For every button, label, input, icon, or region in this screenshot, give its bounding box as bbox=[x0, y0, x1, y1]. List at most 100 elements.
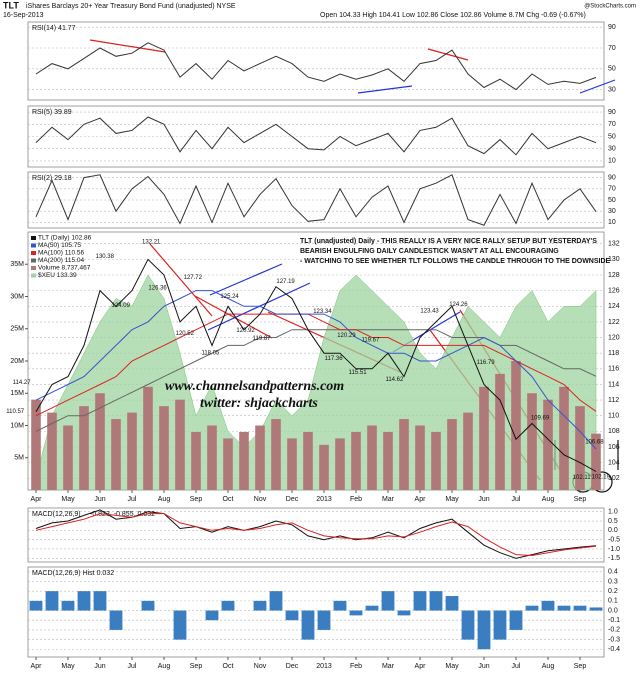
price-label: 118.05 bbox=[201, 350, 220, 356]
trendline bbox=[209, 263, 283, 296]
series-line bbox=[35, 174, 597, 226]
hist-bar bbox=[381, 591, 395, 611]
legend-swatch bbox=[31, 266, 36, 270]
x-tick-label: Sep bbox=[190, 496, 203, 503]
y-tick-label: 0.0 bbox=[608, 607, 618, 614]
y-tick-label: 10 bbox=[608, 219, 616, 226]
y-tick-label: 0.4 bbox=[608, 569, 618, 576]
hist-bar bbox=[317, 610, 331, 630]
panel bbox=[27, 566, 605, 658]
volume-bar bbox=[47, 412, 57, 490]
hist-bar bbox=[349, 610, 363, 616]
volume-bar bbox=[463, 412, 473, 490]
x-tick-label: Aug bbox=[542, 496, 555, 503]
price-label: 102.11 bbox=[573, 475, 592, 481]
volume-bar bbox=[159, 406, 169, 490]
price-label: 127.19 bbox=[276, 279, 295, 285]
price-label: 126.36 bbox=[148, 285, 167, 291]
price-label: 120.52 bbox=[176, 331, 195, 337]
trendline bbox=[194, 295, 273, 339]
x-tick-label: Feb bbox=[350, 496, 362, 503]
volume-bar bbox=[351, 431, 361, 490]
series-line bbox=[35, 329, 597, 432]
trendline bbox=[357, 85, 413, 94]
panel-title: RSI(5) 39.89 bbox=[32, 109, 72, 116]
legend-label: TLT (Daily) 102.86 bbox=[38, 235, 92, 242]
hist-bar bbox=[509, 610, 523, 630]
volume-bar bbox=[431, 431, 441, 490]
annotation: TLT (unadjusted) Daily - THIS REALLY IS … bbox=[300, 238, 597, 245]
price-label: 119.67 bbox=[361, 338, 380, 344]
hist-bar bbox=[589, 607, 603, 611]
x-tick-label: Nov bbox=[254, 496, 267, 503]
y-tick-label: 128 bbox=[608, 272, 620, 279]
series-line bbox=[35, 116, 597, 156]
x-tick-label: Jul bbox=[512, 663, 521, 670]
price-label: 110.57 bbox=[6, 409, 25, 415]
y-tick-label: 114 bbox=[608, 381, 619, 388]
x-tick-label: May bbox=[445, 663, 459, 670]
y-tick-label: -0.5 bbox=[608, 536, 620, 543]
price-label: 125.24 bbox=[220, 294, 239, 300]
x-tick-label: Dec bbox=[286, 663, 299, 670]
y-tick-label: 124 bbox=[608, 303, 620, 310]
fund-name: iShares Barclays 20+ Year Treasury Bond … bbox=[26, 3, 236, 10]
x-tick-label: May bbox=[445, 496, 459, 503]
y-tick-label: 108 bbox=[608, 428, 620, 435]
y2-tick-label: 25M bbox=[10, 326, 24, 333]
y-tick-label: 1.0 bbox=[608, 509, 618, 516]
price-label: 119.87 bbox=[253, 336, 272, 342]
x-tick-label: Dec bbox=[286, 496, 299, 503]
y-tick-label: 122 bbox=[608, 319, 620, 326]
legend-swatch bbox=[31, 243, 36, 248]
y-tick-label: 70 bbox=[608, 121, 616, 128]
price-label: 123.34 bbox=[313, 309, 332, 315]
y-tick-label: 106 bbox=[608, 444, 620, 451]
y-tick-label: 0.0 bbox=[608, 527, 618, 534]
price-label: 120.29 bbox=[337, 333, 356, 339]
x-tick-label: Apr bbox=[31, 663, 43, 670]
legend-label: Volume 8,737,467 bbox=[38, 265, 91, 272]
y-tick-label: 30 bbox=[608, 208, 616, 215]
hist-bar bbox=[429, 591, 443, 611]
price-label: 123.43 bbox=[420, 308, 439, 314]
x-tick-label: Sep bbox=[574, 663, 587, 670]
volume-bar bbox=[319, 444, 329, 490]
x-tick-label: 2013 bbox=[316, 663, 332, 670]
volume-bar bbox=[79, 406, 89, 490]
volume-bar bbox=[511, 361, 521, 490]
x-tick-label: Sep bbox=[574, 496, 587, 503]
price-label: 124.26 bbox=[449, 302, 468, 308]
hist-bar bbox=[461, 610, 475, 640]
hist-bar bbox=[61, 600, 75, 611]
y-tick-label: 50 bbox=[608, 133, 616, 140]
x-tick-label: Jun bbox=[94, 663, 105, 670]
panel-title: MACD(12,26,9) bbox=[32, 511, 81, 518]
trendline bbox=[579, 79, 616, 94]
y-tick-label: 50 bbox=[608, 66, 616, 73]
x-tick-label: Feb bbox=[350, 663, 362, 670]
volume-bar bbox=[559, 386, 569, 490]
y-tick-label: -0.3 bbox=[608, 636, 620, 643]
y-tick-label: 70 bbox=[608, 45, 616, 52]
y-tick-label: 50 bbox=[608, 197, 616, 204]
panel-title: RSI(14) 41.77 bbox=[32, 25, 76, 32]
hist-bar bbox=[365, 605, 379, 611]
y-tick-label: -1.5 bbox=[608, 555, 620, 562]
x-tick-label: Apr bbox=[415, 663, 427, 670]
y2-tick-label: 15M bbox=[10, 390, 24, 397]
x-tick-label: Jul bbox=[512, 496, 521, 503]
price-label: 116.79 bbox=[477, 360, 496, 366]
y-tick-label: -1.0 bbox=[608, 546, 620, 553]
legend-swatch bbox=[31, 258, 36, 263]
volume-bar bbox=[95, 393, 105, 490]
volume-bar bbox=[239, 431, 249, 490]
annotation: www.channelsandpatterns.com bbox=[165, 379, 344, 394]
legend-swatch bbox=[31, 236, 36, 240]
y-tick-label: 116 bbox=[608, 366, 619, 373]
price-label: 109.69 bbox=[531, 416, 550, 422]
hist-bar bbox=[525, 605, 539, 611]
series-line bbox=[35, 290, 597, 450]
